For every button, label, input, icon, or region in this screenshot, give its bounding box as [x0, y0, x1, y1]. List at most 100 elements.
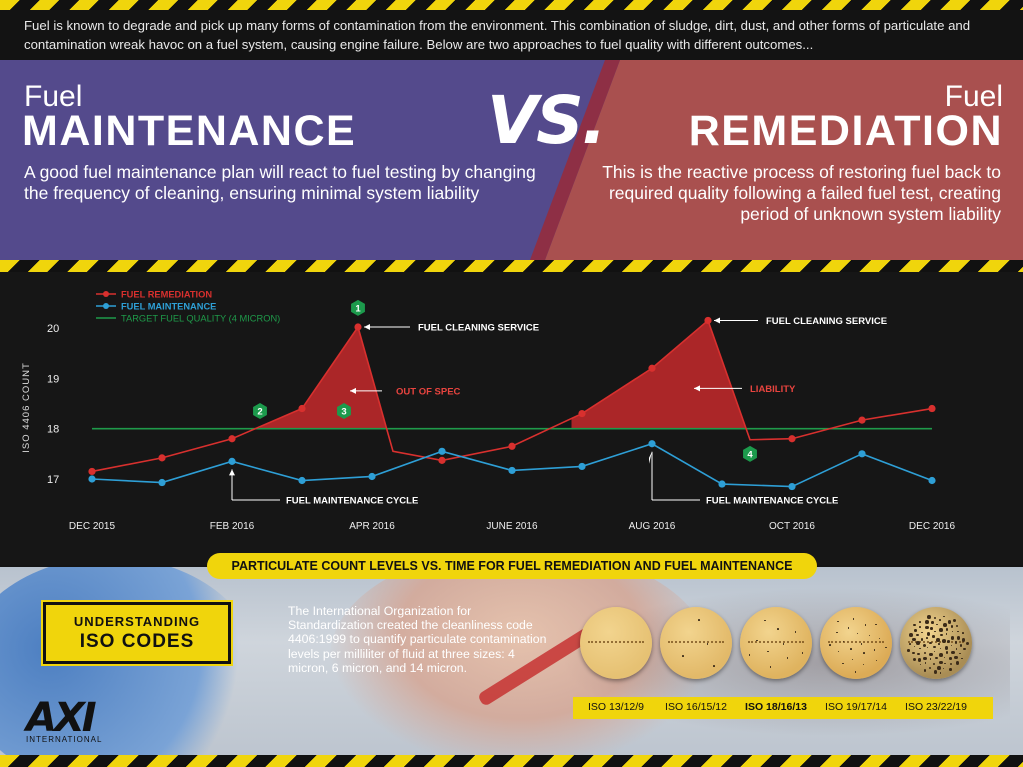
y-tick-label: 18 — [47, 424, 59, 436]
contaminant-speck — [933, 645, 936, 649]
iso-sample-disc — [900, 607, 972, 679]
contaminant-speck — [963, 647, 966, 651]
contaminant-speck — [837, 650, 840, 653]
remediation-point — [228, 435, 236, 443]
iso-codes-badge: UNDERSTANDING ISO CODES — [43, 602, 231, 664]
contaminant-speck — [938, 643, 940, 645]
contaminant-speck — [913, 645, 915, 648]
iso-sample-disc — [580, 607, 652, 679]
contaminant-speck — [944, 662, 946, 665]
iso-sample-disc — [820, 607, 892, 679]
maintenance-point — [508, 466, 516, 475]
contaminant-speck — [748, 654, 751, 656]
contaminant-speck — [914, 629, 917, 632]
contaminant-speck — [954, 655, 958, 660]
contaminant-speck — [851, 658, 854, 661]
contaminant-speck — [926, 646, 929, 649]
contaminant-speck — [923, 669, 927, 672]
remediation-point — [578, 409, 586, 418]
step-marker-label: 2 — [257, 407, 262, 418]
contaminant-speck — [682, 655, 684, 657]
contaminant-speck — [965, 641, 970, 646]
contaminant-speck — [854, 671, 857, 673]
contaminant-speck — [950, 636, 955, 640]
contaminant-speck — [954, 641, 957, 644]
contaminant-speck — [916, 641, 920, 645]
contaminant-speck — [919, 626, 921, 628]
contaminant-speck — [756, 639, 758, 641]
contaminant-speck — [912, 657, 917, 662]
contaminant-speck — [939, 653, 943, 657]
contaminant-speck — [919, 621, 921, 623]
remediation-point — [648, 364, 656, 372]
contaminant-speck — [706, 643, 709, 645]
remediation-point — [704, 316, 712, 325]
contaminant-speck — [944, 646, 949, 650]
contaminant-speck — [942, 639, 946, 643]
remediation-subtitle: Fuel — [944, 80, 1003, 113]
legend-label: FUEL MAINTENANCE — [121, 302, 216, 312]
maintenance-point — [158, 478, 166, 487]
contaminant-speck — [928, 666, 932, 670]
contaminant-speck — [777, 628, 779, 630]
annotation-arrowhead — [714, 317, 720, 324]
remediation-point — [354, 323, 362, 331]
contaminant-speck — [949, 668, 952, 671]
sample-grid-line — [748, 641, 804, 643]
contaminant-speck — [767, 650, 769, 653]
contaminant-speck — [917, 652, 920, 656]
contaminant-speck — [919, 647, 921, 650]
maintenance-description: A good fuel maintenance plan will react … — [24, 162, 536, 203]
x-tick-label: AUG 2016 — [629, 521, 676, 532]
contaminant-speck — [933, 650, 936, 653]
annotation-arrowhead — [350, 387, 356, 394]
maintenance-point — [438, 447, 446, 455]
contaminant-speck — [713, 665, 715, 667]
x-tick-label: APR 2016 — [349, 521, 395, 532]
iso-label-bar — [573, 697, 993, 719]
contaminant-speck — [955, 624, 959, 628]
contaminant-speck — [842, 662, 844, 665]
particulate-chart: 17 18 19 20 ISO 4406 COUNT DEC 2015 FEB 2016 AP… — [21, 290, 956, 533]
contaminant-speck — [850, 648, 852, 650]
remediation-point — [788, 435, 796, 443]
sample-grid-line — [828, 641, 884, 643]
contaminant-speck — [847, 627, 850, 629]
step-marker — [743, 445, 757, 462]
logo-subtitle: INTERNATIONAL — [26, 735, 103, 744]
contaminant-speck — [939, 672, 942, 674]
annotation-arrowhead — [694, 385, 700, 392]
iso-badge-line1: UNDERSTANDING — [73, 614, 201, 629]
x-tick-label: JUNE 2016 — [486, 521, 538, 532]
annotation-label: FUEL MAINTENANCE CYCLE — [286, 496, 418, 507]
contaminant-speck — [913, 623, 916, 627]
maintenance-point — [578, 462, 586, 471]
contaminant-speck — [842, 640, 845, 643]
y-tick-label: 20 — [47, 323, 59, 335]
remediation-point — [438, 456, 446, 464]
iso-sample-disc — [740, 607, 812, 679]
legend-label: TARGET FUEL QUALITY (4 MICRON) — [121, 314, 280, 324]
contaminant-speck — [907, 649, 910, 652]
contaminant-speck — [926, 632, 931, 636]
logo-mark: AXI — [26, 695, 97, 741]
contaminant-speck — [937, 666, 941, 670]
maintenance-title: MAINTENANCE — [22, 107, 357, 155]
intro-text: Fuel is known to degrade and pick up man… — [24, 18, 971, 52]
contaminant-speck — [863, 652, 865, 654]
contaminant-speck — [875, 659, 878, 662]
maintenance-point — [298, 476, 306, 485]
contaminant-speck — [912, 651, 915, 655]
contaminant-speck — [916, 633, 919, 637]
contaminant-speck — [829, 644, 831, 646]
contaminant-speck — [912, 637, 916, 642]
iso-description: The International Organization for Stand… — [288, 604, 547, 675]
contaminant-speck — [923, 651, 927, 655]
chart-title: PARTICULATE COUNT LEVELS VS. TIME FOR FU… — [207, 553, 817, 579]
contaminant-speck — [951, 630, 954, 633]
iso-sample-label: ISO 19/17/14 — [825, 701, 887, 713]
contaminant-speck — [782, 643, 785, 645]
iso-sample-label: ISO 23/22/19 — [905, 701, 967, 713]
comparison-banner: Fuel MAINTENANCE VS. Fuel REMEDIATION A … — [0, 60, 1023, 260]
maintenance-point — [928, 476, 936, 485]
